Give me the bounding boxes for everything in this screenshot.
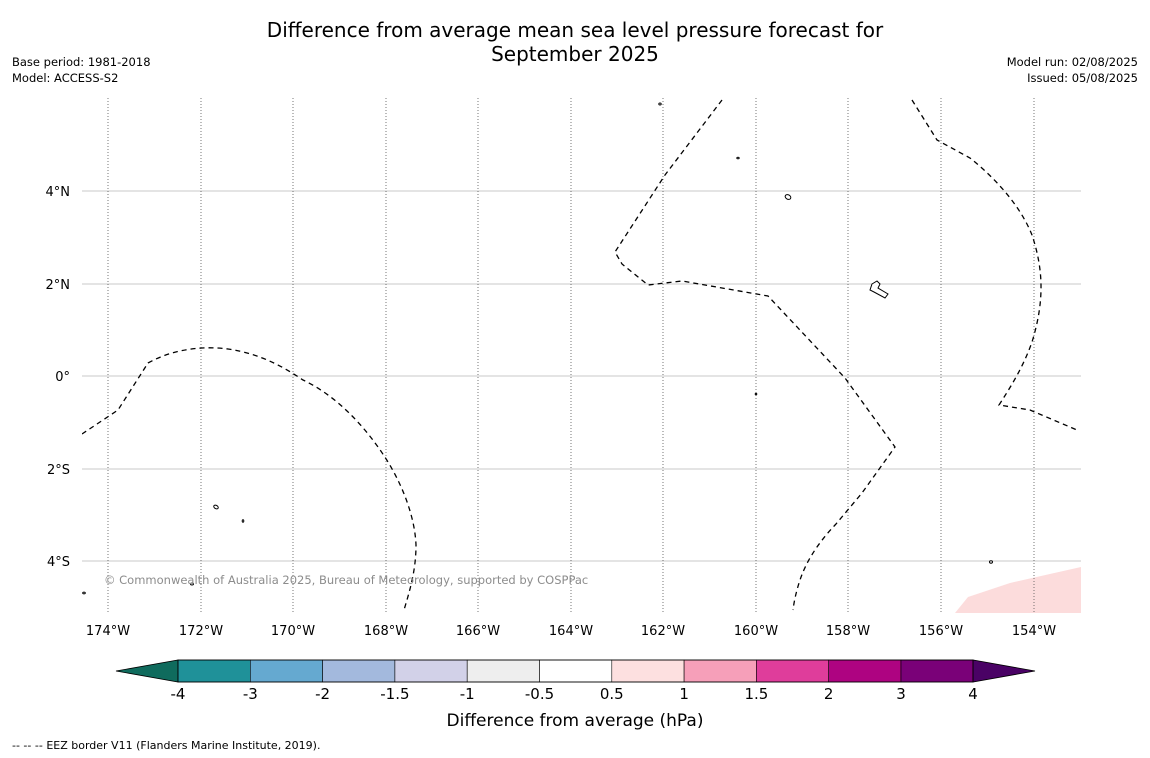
colorbar-bin xyxy=(900,659,974,683)
lon-label-164w: 164°W xyxy=(549,624,593,639)
map-title-line1: Difference from average mean sea level p… xyxy=(266,18,884,42)
colorbar-tick: -1.5 xyxy=(380,685,409,703)
lon-label-154w: 154°W xyxy=(1012,624,1056,639)
island-palmyra xyxy=(736,156,740,160)
colorbar-bin xyxy=(756,659,830,683)
island-teraina xyxy=(784,194,792,200)
footer-legend: -- -- -- EEZ border V11 (Flanders Marine… xyxy=(12,739,320,752)
lon-label-158w: 158°W xyxy=(826,624,870,639)
colorbar-bin xyxy=(539,659,613,683)
colorbar-bin xyxy=(250,659,323,683)
lat-label-0: 0° xyxy=(55,370,70,385)
lon-label-162w: 162°W xyxy=(641,624,685,639)
colorbar-extend-low xyxy=(115,659,179,683)
island-flint xyxy=(989,560,993,564)
lon-gridlines xyxy=(107,98,1035,613)
issued-date: Issued: 05/08/2025 xyxy=(1027,71,1138,85)
eez-border-kiribati-gilbert xyxy=(82,347,417,611)
lat-label-4s: 4°S xyxy=(47,555,70,570)
positive-anomaly-region xyxy=(955,567,1081,613)
colorbar-outline xyxy=(177,659,974,683)
colorbar-tick: 4 xyxy=(968,685,978,703)
island-kiritimati xyxy=(869,280,889,299)
colorbar-tick: -3 xyxy=(243,685,258,703)
colorbar-tick: -2 xyxy=(315,685,330,703)
colorbar-tick: 1 xyxy=(679,685,689,703)
lon-label-172w: 172°W xyxy=(179,624,223,639)
eez-legend-symbol: -- -- -- xyxy=(12,739,43,752)
meta-right: Model run: 02/08/2025 Issued: 05/08/2025 xyxy=(1007,54,1138,86)
lon-label-156w: 156°W xyxy=(919,624,963,639)
lat-label-4n: 4°N xyxy=(46,185,71,200)
lat-labels: 4°N 2°N 0° 2°S 4°S xyxy=(46,185,71,570)
colorbar-bin xyxy=(828,659,902,683)
lon-label-166w: 166°W xyxy=(456,624,500,639)
island-west-edge xyxy=(82,591,86,595)
lon-labels: 174°W 172°W 170°W 168°W 166°W 164°W 162°… xyxy=(86,624,1056,639)
model-name: Model: ACCESS-S2 xyxy=(12,71,119,85)
colorbar-ticks: -4 -3 -2 -1.5 -1 -0.5 0.5 1 1.5 2 3 4 xyxy=(171,685,978,703)
colorbar-tick: 2 xyxy=(824,685,834,703)
lat-label-2s: 2°S xyxy=(47,463,70,478)
colorbar-label: Difference from average (hPa) xyxy=(447,711,704,731)
colorbar-extend-high xyxy=(972,659,1036,683)
colorbar-bin xyxy=(394,659,468,683)
lat-gridlines xyxy=(82,190,1081,562)
colorbar-tick: -0.5 xyxy=(525,685,554,703)
eez-legend-text: EEZ border V11 (Flanders Marine Institut… xyxy=(46,739,321,752)
island-mckean xyxy=(190,582,194,586)
island-baker xyxy=(658,102,662,106)
eez-border-line-islands-east xyxy=(911,99,1078,431)
map-title-line2: September 2025 xyxy=(491,42,659,66)
colorbar-tick: 0.5 xyxy=(600,685,624,703)
islands xyxy=(82,102,993,595)
eez-border-line-islands-west xyxy=(614,99,896,611)
colorbar-bin xyxy=(683,659,757,683)
map-area: © Commonwealth of Australia 2025, Bureau… xyxy=(82,98,1081,613)
colorbar-tick: -4 xyxy=(171,685,186,703)
meta-left: Base period: 1981-2018 Model: ACCESS-S2 xyxy=(12,54,151,86)
island-kanton xyxy=(213,504,219,510)
model-run: Model run: 02/08/2025 xyxy=(1006,55,1138,69)
map-title: Difference from average mean sea level p… xyxy=(0,18,1150,66)
colorbar-bin xyxy=(611,659,685,683)
lon-label-174w: 174°W xyxy=(86,624,130,639)
eez-borders xyxy=(82,99,1078,611)
colorbar-bin xyxy=(177,659,251,683)
colorbar-bin xyxy=(322,659,396,683)
lon-label-168w: 168°W xyxy=(364,624,408,639)
lat-label-2n: 2°N xyxy=(46,278,71,293)
island-enderbury xyxy=(241,519,245,523)
colorbar: -4 -3 -2 -1.5 -1 -0.5 0.5 1 1.5 2 3 4 Di… xyxy=(115,659,1036,731)
colorbar-tick: 3 xyxy=(896,685,906,703)
base-period: Base period: 1981-2018 xyxy=(12,55,151,69)
copyright-notice: © Commonwealth of Australia 2025, Bureau… xyxy=(104,573,588,587)
colorbar-bin xyxy=(466,659,540,683)
colorbar-tick: 1.5 xyxy=(744,685,768,703)
lon-label-170w: 170°W xyxy=(271,624,315,639)
colorbar-tick: -1 xyxy=(460,685,475,703)
island-jarvis xyxy=(754,392,758,396)
lon-label-160w: 160°W xyxy=(734,624,778,639)
